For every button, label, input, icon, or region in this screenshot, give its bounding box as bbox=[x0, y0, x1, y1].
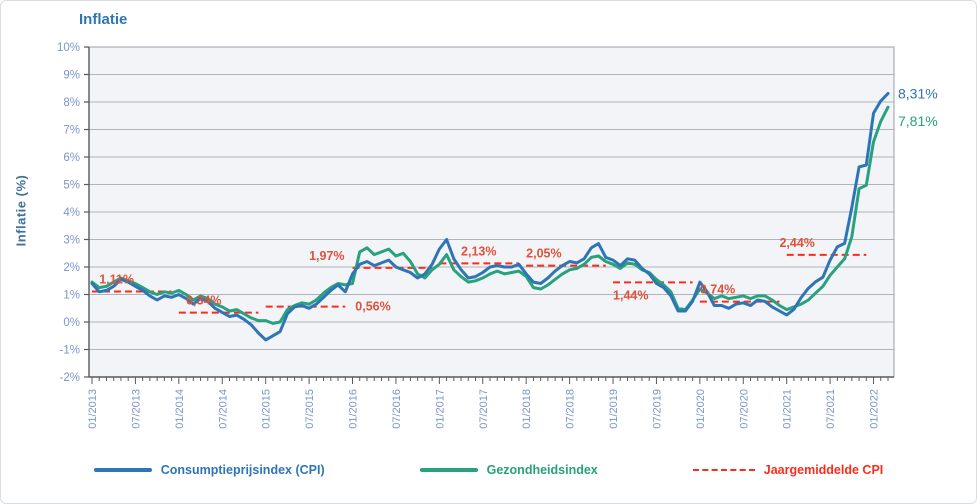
x-tick-label: 07/2018 bbox=[565, 389, 577, 429]
x-tick-label: 07/2014 bbox=[217, 389, 229, 429]
y-tick-label: 1% bbox=[63, 290, 80, 302]
x-tick-label: 07/2020 bbox=[738, 389, 750, 429]
y-tick-label: 9% bbox=[63, 70, 80, 82]
annual-average-label: 2,44% bbox=[779, 236, 814, 250]
y-tick-label: 0% bbox=[63, 317, 80, 329]
y-tick-label: 4% bbox=[63, 207, 80, 219]
annual-average-label: 2,05% bbox=[526, 247, 561, 261]
x-tick-label: 01/2018 bbox=[521, 389, 533, 429]
annual-average-label: 0,74% bbox=[700, 283, 735, 297]
cpi-line-swatch-icon bbox=[93, 468, 152, 472]
x-tick-label: 01/2020 bbox=[695, 389, 707, 429]
x-tick-label: 07/2016 bbox=[391, 389, 403, 429]
x-tick-label: 01/2019 bbox=[608, 389, 620, 429]
x-tick-label: 01/2015 bbox=[261, 389, 273, 429]
annual-average-label: 1,11% bbox=[99, 272, 134, 286]
annual-average-dash-swatch-icon bbox=[692, 469, 755, 471]
health-index-series-line bbox=[90, 105, 890, 325]
y-tick-label: 3% bbox=[63, 235, 80, 247]
legend-label-health-index: Gezondheidsindex bbox=[486, 463, 598, 477]
y-tick-label: 7% bbox=[63, 125, 80, 137]
x-tick-label: 01/2022 bbox=[869, 389, 881, 429]
y-tick-label: -2% bbox=[60, 372, 80, 384]
y-tick-label: 6% bbox=[63, 152, 80, 164]
cpi-end-label: 8,31% bbox=[898, 85, 938, 101]
x-tick-label: 07/2019 bbox=[651, 389, 663, 429]
x-tick-label: 07/2013 bbox=[130, 389, 142, 429]
chart-title: Inflatie bbox=[79, 11, 128, 28]
x-tick-label: 01/2016 bbox=[348, 389, 360, 429]
legend-item-annual-average: Jaargemiddelde CPI bbox=[692, 463, 884, 477]
x-tick-label: 07/2017 bbox=[478, 389, 490, 429]
y-tick-label: 5% bbox=[63, 180, 80, 192]
annual-average-label: 1,44% bbox=[613, 288, 648, 302]
cpi-series-line bbox=[90, 92, 890, 342]
annual-average-label: 1,97% bbox=[309, 249, 344, 263]
chart-legend: Consumptieprijsindex (CPI) Gezondheidsin… bbox=[1, 463, 976, 477]
y-tick-label: 10% bbox=[57, 42, 80, 54]
x-tick-label: 01/2014 bbox=[174, 389, 186, 429]
health-index-line-swatch-icon bbox=[419, 468, 478, 472]
x-tick-label: 01/2013 bbox=[87, 389, 99, 429]
y-tick-label: 2% bbox=[63, 262, 80, 274]
x-tick-label: 07/2021 bbox=[825, 389, 837, 429]
y-tick-label: -1% bbox=[60, 345, 80, 357]
legend-label-annual-average: Jaargemiddelde CPI bbox=[763, 463, 884, 477]
annual-average-label: 0,34% bbox=[186, 294, 221, 308]
legend-item-cpi: Consumptieprijsindex (CPI) bbox=[93, 463, 325, 477]
legend-item-health-index: Gezondheidsindex bbox=[419, 463, 598, 477]
y-tick-label: 8% bbox=[63, 97, 80, 109]
x-tick-label: 01/2017 bbox=[434, 389, 446, 429]
x-tick-label: 01/2021 bbox=[782, 389, 794, 429]
health-end-label: 7,81% bbox=[898, 113, 938, 129]
legend-label-cpi: Consumptieprijsindex (CPI) bbox=[160, 463, 325, 477]
annual-average-label: 0,56% bbox=[355, 300, 390, 314]
annual-average-label: 2,13% bbox=[461, 244, 496, 258]
x-tick-label: 07/2015 bbox=[304, 389, 316, 429]
